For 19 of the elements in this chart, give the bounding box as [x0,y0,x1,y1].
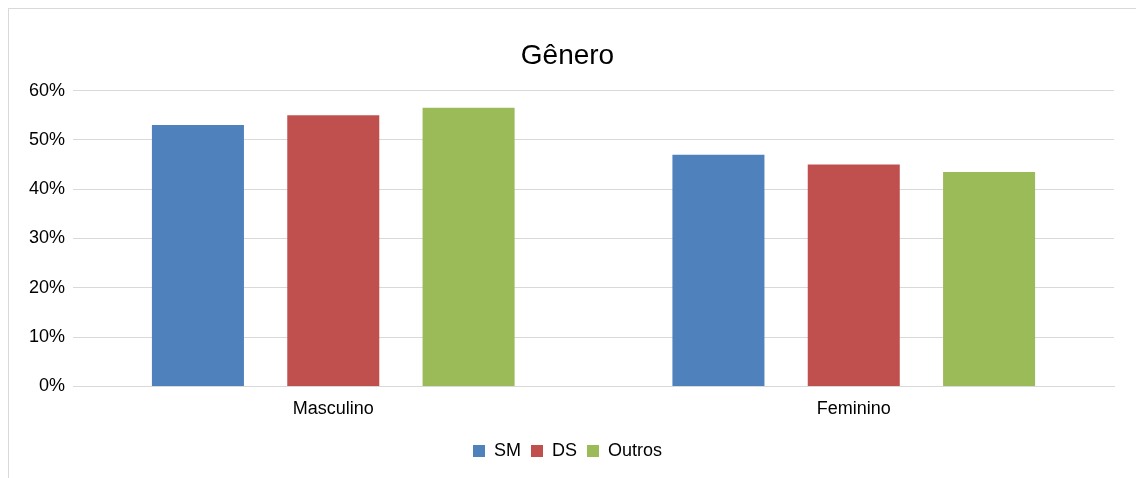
y-tick-label: 60% [29,79,66,100]
legend-label: DS [551,439,577,460]
y-tick-label: 20% [29,276,66,297]
bar [422,107,515,386]
y-tick-label: 50% [29,128,66,149]
bar [807,164,900,386]
bar [151,125,244,386]
bar [287,115,380,386]
chart-title: Gênero [520,38,615,70]
legend-label: Outros [607,439,663,460]
legend-label: SM [493,439,521,460]
y-tick-label: 10% [29,326,66,347]
y-tick-label: 30% [29,227,66,248]
y-tick-label: 0% [39,375,66,396]
y-tick-label: 40% [29,178,66,199]
bar [943,171,1036,386]
x-tick-label: Masculino [292,398,374,419]
x-tick-label: Feminino [816,398,891,419]
bar [672,154,765,386]
